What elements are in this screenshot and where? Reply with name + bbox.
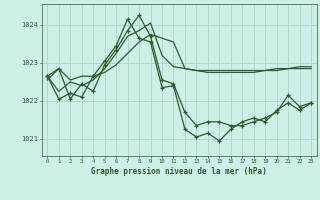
X-axis label: Graphe pression niveau de la mer (hPa): Graphe pression niveau de la mer (hPa)	[91, 167, 267, 176]
